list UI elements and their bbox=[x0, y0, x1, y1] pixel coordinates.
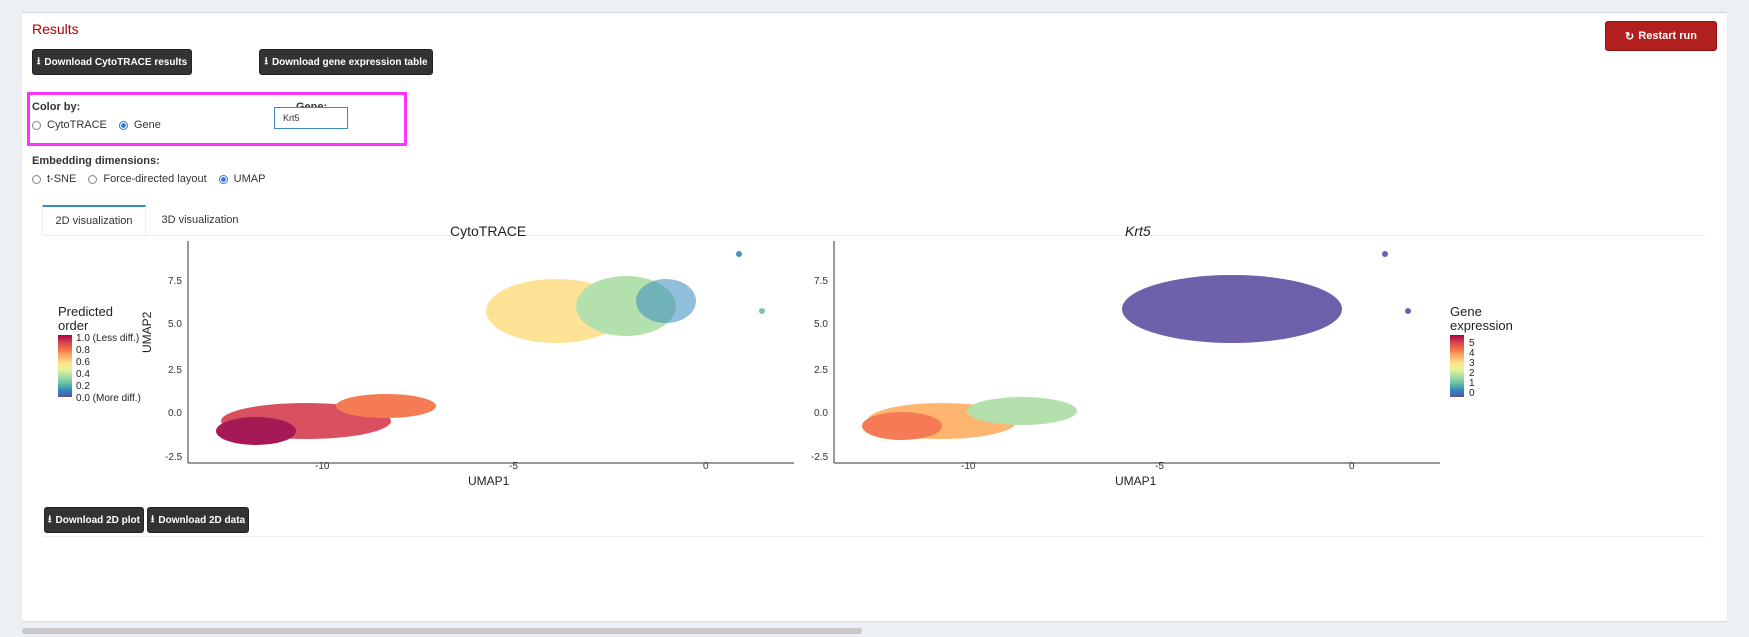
right-plot-title: Krt5 bbox=[1125, 223, 1151, 239]
left-ylabel: UMAP2 bbox=[140, 311, 154, 353]
radio-gene[interactable] bbox=[118, 120, 128, 130]
right-legend-colorbar bbox=[1450, 335, 1464, 397]
left-legend-colorbar bbox=[58, 335, 72, 397]
download-cytotrace-button[interactable]: ⭳ Download CytoTRACE results bbox=[32, 49, 192, 75]
left-plot-title: CytoTRACE bbox=[450, 223, 527, 239]
radio-cytotrace[interactable] bbox=[32, 120, 41, 130]
right-scatter-plot bbox=[833, 241, 1440, 464]
visualization-tabs: 2D visualization 3D visualization bbox=[42, 205, 1705, 236]
download-icon: ⭳ bbox=[48, 513, 52, 525]
radio-force-directed[interactable] bbox=[88, 174, 98, 184]
download-icon: ⭳ bbox=[264, 55, 268, 67]
download-icon: ⭳ bbox=[150, 513, 155, 525]
radio-tsne[interactable] bbox=[32, 174, 41, 184]
download-gene-table-button[interactable]: ⭳ Download gene expression table bbox=[259, 49, 433, 75]
color-by-highlight bbox=[27, 92, 407, 146]
refresh-icon: ↻ bbox=[1625, 30, 1635, 43]
radio-umap[interactable] bbox=[218, 174, 228, 184]
download-icon: ⭳ bbox=[36, 55, 41, 67]
embedding-label: Embedding dimensions: bbox=[32, 155, 160, 167]
results-title: Results bbox=[32, 21, 79, 37]
divider bbox=[42, 536, 1705, 537]
left-xlabel: UMAP1 bbox=[468, 474, 510, 488]
download-2d-data-button[interactable]: ⭳ Download 2D data bbox=[147, 507, 249, 533]
gene-input[interactable] bbox=[274, 107, 348, 129]
restart-run-button[interactable]: ↻ Restart run bbox=[1605, 21, 1717, 51]
tab-2d-visualization[interactable]: 2D visualization bbox=[42, 205, 146, 235]
embedding-radio-group: t-SNE Force-directed layout UMAP bbox=[32, 173, 265, 185]
left-legend-title: Predicted order bbox=[58, 304, 113, 333]
results-panel: Results ↻ Restart run ⭳ Download CytoTRA… bbox=[22, 12, 1727, 621]
right-legend-title: Gene expression bbox=[1450, 304, 1513, 333]
left-scatter-plot bbox=[187, 241, 794, 464]
right-xlabel: UMAP1 bbox=[1115, 474, 1157, 488]
tab-3d-visualization[interactable]: 3D visualization bbox=[161, 214, 239, 226]
color-by-radio-group: CytoTRACE Gene bbox=[32, 119, 161, 131]
color-by-label: Color by: bbox=[32, 101, 81, 113]
download-2d-plot-button[interactable]: ⭳ Download 2D plot bbox=[44, 507, 144, 533]
horizontal-scrollbar[interactable] bbox=[22, 628, 862, 634]
